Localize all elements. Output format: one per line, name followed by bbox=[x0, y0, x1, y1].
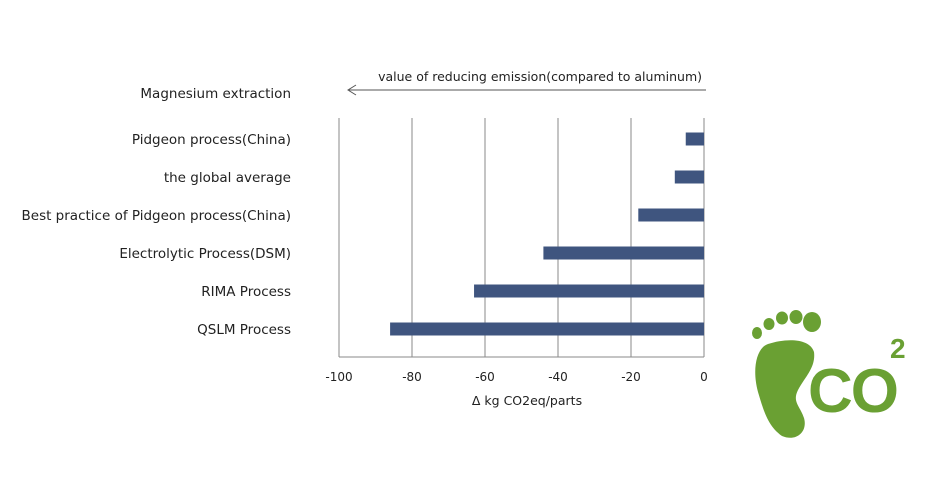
bars bbox=[390, 132, 704, 336]
bar-0 bbox=[685, 132, 704, 146]
category-label-5: QSLM Process bbox=[197, 322, 291, 338]
bar-3 bbox=[543, 246, 704, 260]
left-arrow-icon bbox=[347, 84, 706, 96]
x-tick-label-4: -20 bbox=[621, 370, 641, 384]
logo-superscript: 2 bbox=[890, 333, 906, 364]
x-tick-label-3: -40 bbox=[548, 370, 568, 384]
category-label-1: the global average bbox=[164, 170, 291, 186]
group-title: Magnesium extraction bbox=[140, 86, 291, 102]
category-label-2: Best practice of Pidgeon process(China) bbox=[22, 208, 292, 224]
x-tick-label-1: -80 bbox=[402, 370, 422, 384]
gridlines bbox=[338, 118, 705, 358]
category-label-0: Pidgeon process(China) bbox=[132, 132, 291, 148]
bar-4 bbox=[474, 284, 704, 298]
logo-co-text: CO bbox=[808, 357, 897, 426]
bar-2 bbox=[638, 208, 704, 222]
bar-1 bbox=[674, 170, 704, 184]
x-tick-labels: -100 -80 -60 -40 -20 0 bbox=[325, 370, 707, 384]
x-tick-label-2: -60 bbox=[475, 370, 495, 384]
category-labels: Pidgeon process(China) the global average… bbox=[22, 132, 292, 338]
footprint-icon bbox=[752, 310, 821, 438]
annotation: value of reducing emission(compared to a… bbox=[378, 69, 702, 84]
x-tick-label-0: -100 bbox=[325, 370, 352, 384]
category-label-3: Electrolytic Process(DSM) bbox=[119, 246, 291, 262]
category-label-4: RIMA Process bbox=[201, 284, 291, 300]
bar-5 bbox=[390, 322, 704, 336]
x-axis-title: Δ kg CO2eq/parts bbox=[472, 393, 582, 408]
x-tick-label-5: 0 bbox=[700, 370, 708, 384]
co2-footprint-logo: CO 2 bbox=[752, 310, 906, 438]
